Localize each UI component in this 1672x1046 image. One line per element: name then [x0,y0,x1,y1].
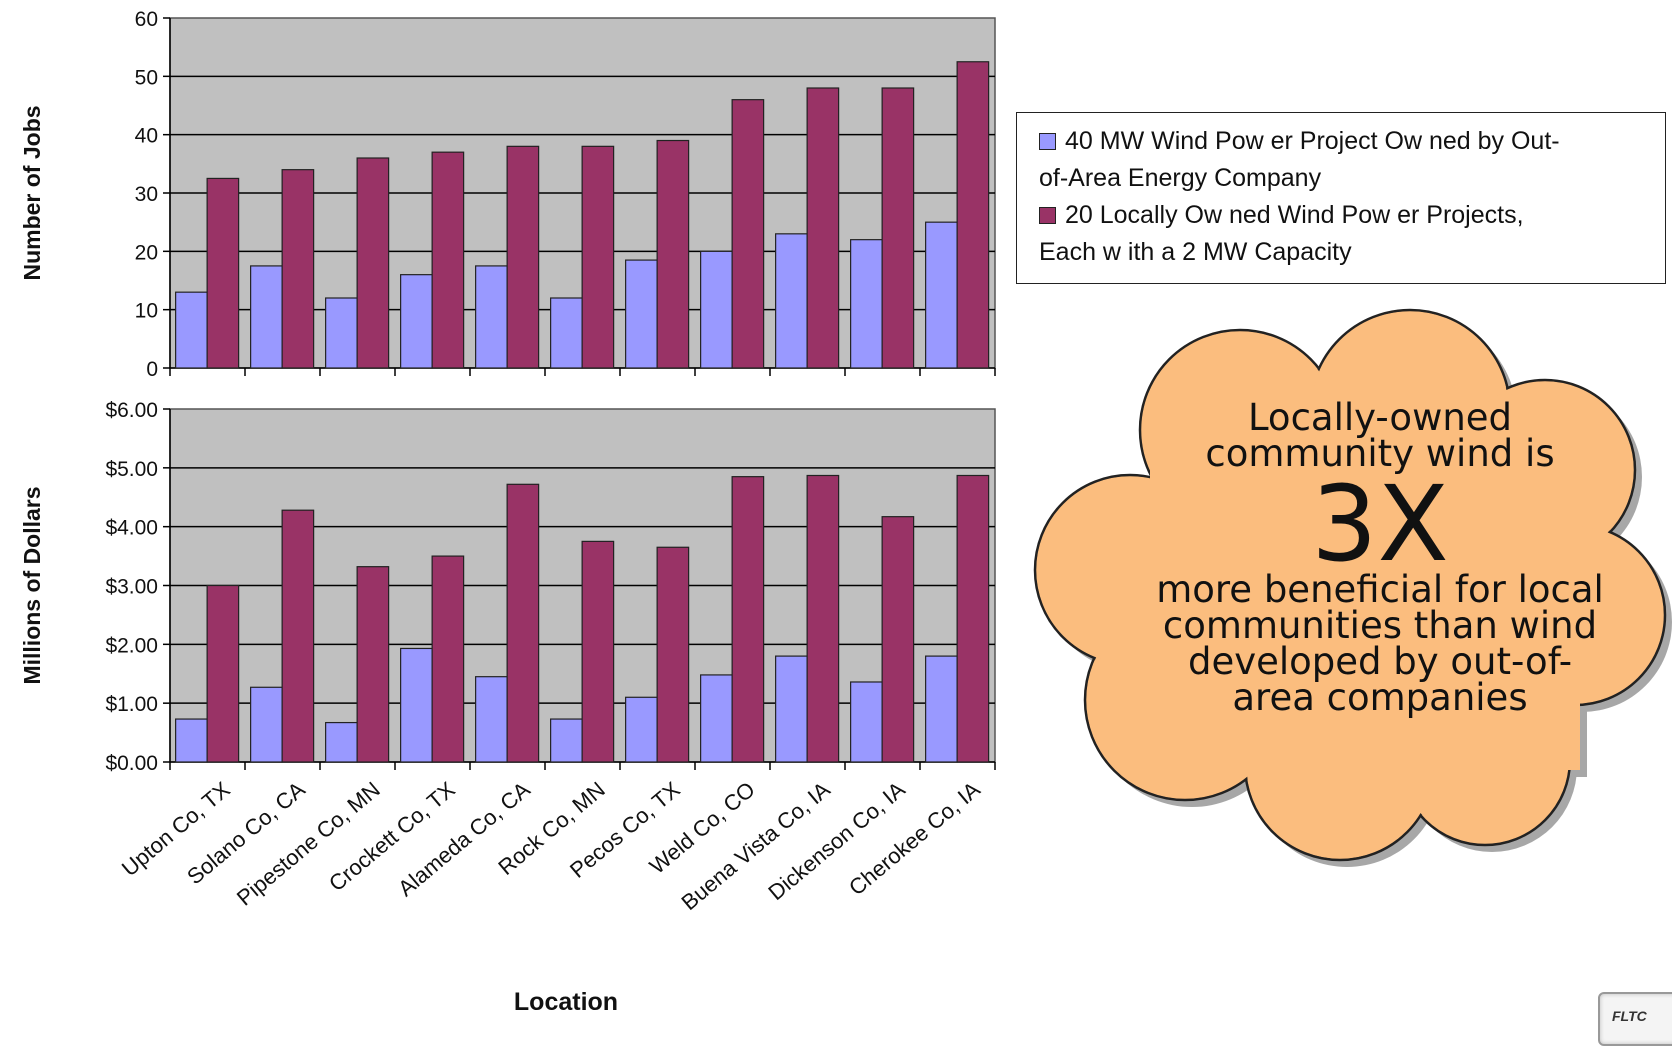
bar-out-of-area [700,250,733,369]
y-tick-label: 60 [135,8,158,31]
y-tick-label: $5.00 [105,458,158,481]
bar-locally-owned [806,87,840,369]
y-tick-label: 0 [146,358,158,381]
bar-locally-owned [881,87,915,369]
bar-locally-owned [431,151,465,369]
legend-label-line: 40 MW Wind Pow er Project Ow ned by Out- [1065,127,1560,155]
x-axis-label: Location [514,988,618,1016]
bar-locally-owned [281,169,315,369]
bar-out-of-area [475,265,508,369]
bar-out-of-area [550,718,583,763]
corner-logo-box: FLTC [1598,992,1672,1046]
callout-line: community wind is [1205,432,1555,475]
callout-text: Locally-owned community wind is 3X more … [1110,396,1650,719]
bar-out-of-area [175,718,208,763]
bar-locally-owned [431,555,465,763]
bar-locally-owned [581,145,615,369]
bar-locally-owned [206,177,240,369]
bar-out-of-area [850,239,883,369]
corner-logo-text: FLTC [1612,1008,1647,1024]
bar-locally-owned [206,584,240,763]
y-axis-title: Millions of Dollars [19,486,45,684]
x-tick-label: Crockett Co, TX [324,776,460,896]
bar-out-of-area [625,696,658,763]
bar-locally-owned [281,509,315,763]
jobs-chart: 0 10 20 30 40 50 60 Number of Jobs [19,8,996,381]
cloud-callout [1033,308,1672,867]
x-tick-label: Alameda Co, CA [393,776,535,901]
bar-out-of-area [400,647,433,763]
bar-out-of-area [775,655,808,763]
y-tick-label: 20 [135,241,158,264]
bar-out-of-area [475,676,508,763]
bar-out-of-area [250,686,283,763]
x-tick-label: Dickenson Co, IA [763,776,910,905]
bar-out-of-area [175,291,208,369]
bar-out-of-area [625,259,658,369]
bar-out-of-area [325,297,358,369]
bar-out-of-area [775,233,808,369]
chart-canvas: 0 10 20 30 40 50 60 Number of Jobs $0.00 $1.00 $2… [19,8,1672,1016]
bar-locally-owned [356,157,390,369]
dollars-chart: $0.00 $1.00 $2.00 $3.00 $4.00 $5.00 $6.00 Milli… [19,399,996,915]
bar-out-of-area [925,221,958,369]
callout-big-number: 3X [1311,463,1449,585]
callout-line: area companies [1232,676,1528,719]
bar-locally-owned [581,540,615,763]
bar-locally-owned [656,546,690,763]
y-tick-label: $0.00 [105,752,158,775]
y-tick-label: $3.00 [105,576,158,599]
y-tick-label: 10 [135,300,158,323]
bar-locally-owned [506,483,540,763]
y-tick-label: 50 [135,66,158,89]
legend-item-local: 20 Locally Ow ned Wind Pow er Projects, … [1039,197,1649,271]
callout-line: communities than wind [1162,604,1598,647]
bar-locally-owned [731,476,765,763]
legend-label-line: of-Area Energy Company [1039,164,1322,192]
bar-locally-owned [881,516,915,763]
cloud-fill [1036,311,1664,859]
y-tick-label: 30 [135,183,158,206]
bar-out-of-area [550,297,583,369]
bar-out-of-area [700,674,733,763]
bar-out-of-area [400,274,433,369]
bar-out-of-area [850,681,883,763]
bar-locally-owned [506,145,540,369]
callout-line: developed by out-of- [1187,640,1573,683]
callout-line: more beneficial for local [1156,568,1604,611]
legend-swatch-blue [1039,133,1056,150]
y-tick-label: $6.00 [105,399,158,422]
bar-out-of-area [925,655,958,763]
y-tick-label: $1.00 [105,693,158,716]
bar-locally-owned [806,474,840,763]
bar-out-of-area [325,721,358,763]
legend: 40 MW Wind Pow er Project Ow ned by Out-… [1016,112,1666,284]
y-tick-label: 40 [135,125,158,148]
bar-locally-owned [356,566,390,763]
bar-locally-owned [956,61,990,369]
bar-locally-owned [656,139,690,369]
bar-out-of-area [250,265,283,369]
legend-item-out-of-area: 40 MW Wind Pow er Project Ow ned by Out-… [1039,123,1649,197]
legend-swatch-maroon [1039,207,1056,224]
y-axis-title: Number of Jobs [19,105,45,280]
bar-locally-owned [956,474,990,763]
y-tick-label: $2.00 [105,634,158,657]
legend-label-line: 20 Locally Ow ned Wind Pow er Projects, [1065,201,1524,229]
legend-label-line: Each w ith a 2 MW Capacity [1039,238,1352,266]
y-tick-label: $4.00 [105,517,158,540]
callout-line: Locally-owned [1247,396,1513,439]
x-tick-label: Cherokee Co, IA [844,776,985,900]
bar-locally-owned [731,99,765,369]
